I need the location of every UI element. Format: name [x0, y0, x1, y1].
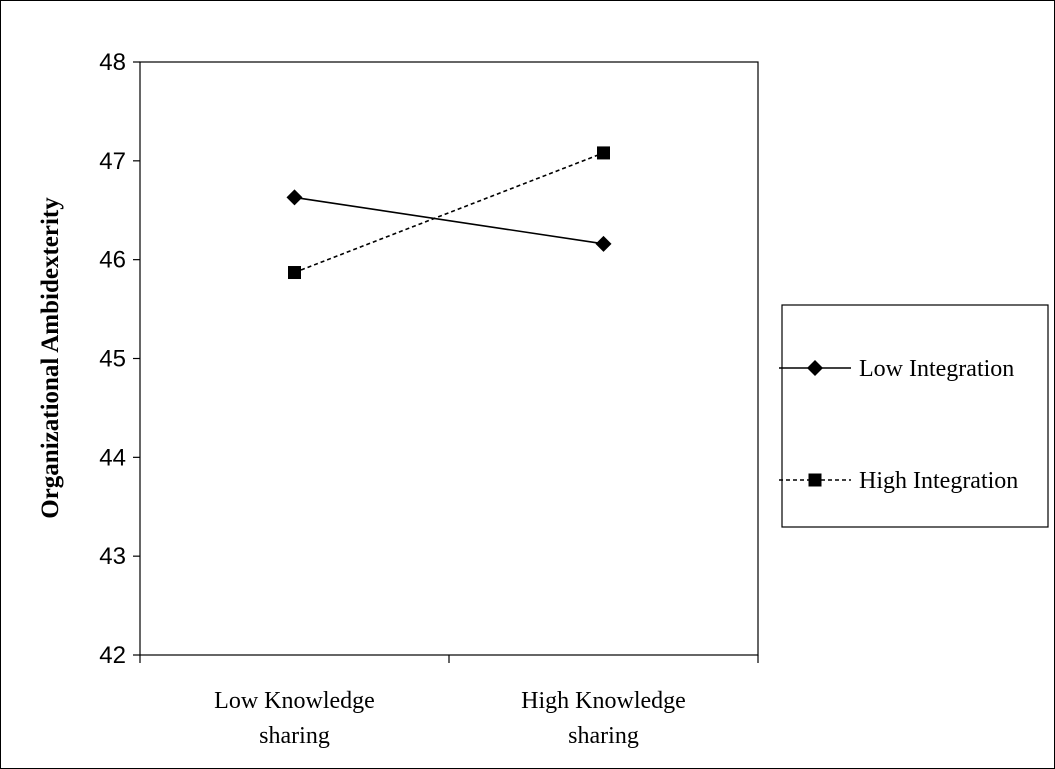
- legend-diamond-marker: [807, 360, 823, 376]
- y-tick-label: 46: [99, 247, 126, 274]
- series-line: [294, 152, 604, 274]
- diamond-marker: [595, 235, 612, 252]
- legend-item: High Integration: [779, 468, 1018, 494]
- plot-area: [139, 61, 759, 656]
- square-marker: [288, 266, 301, 280]
- legend-label: Low Integration: [859, 356, 1014, 382]
- y-tick-label: 43: [99, 543, 126, 570]
- y-tick-label: 45: [99, 346, 126, 373]
- legend-label: High Integration: [859, 468, 1018, 494]
- y-axis-ticks: 42 43 44 45 46 47 48: [99, 49, 140, 669]
- series-line: [294, 196, 604, 245]
- series-high-integration: [288, 146, 610, 280]
- x-category-label: High Knowledge sharing: [521, 688, 686, 749]
- y-tick-label: 47: [99, 148, 126, 175]
- legend-items: Low Integration High Integration: [779, 356, 1018, 494]
- x-category-label: Low Knowledge sharing: [214, 688, 375, 749]
- x-axis-ticks: Low Knowledge sharing High Knowledge sharin…: [139, 655, 759, 749]
- series-layer: [286, 146, 612, 280]
- y-tick-label: 48: [99, 49, 126, 76]
- y-tick-label: 44: [99, 444, 126, 471]
- y-tick-label: 42: [99, 642, 126, 669]
- y-axis-title: Organizational Ambidexterity: [37, 197, 64, 519]
- legend: Low Integration High Integration: [779, 304, 1049, 528]
- diamond-marker: [286, 189, 303, 206]
- legend-item: Low Integration: [779, 356, 1014, 382]
- square-marker: [597, 146, 610, 160]
- legend-box: [781, 304, 1049, 528]
- legend-square-marker: [808, 473, 822, 487]
- series-low-integration: [286, 189, 612, 252]
